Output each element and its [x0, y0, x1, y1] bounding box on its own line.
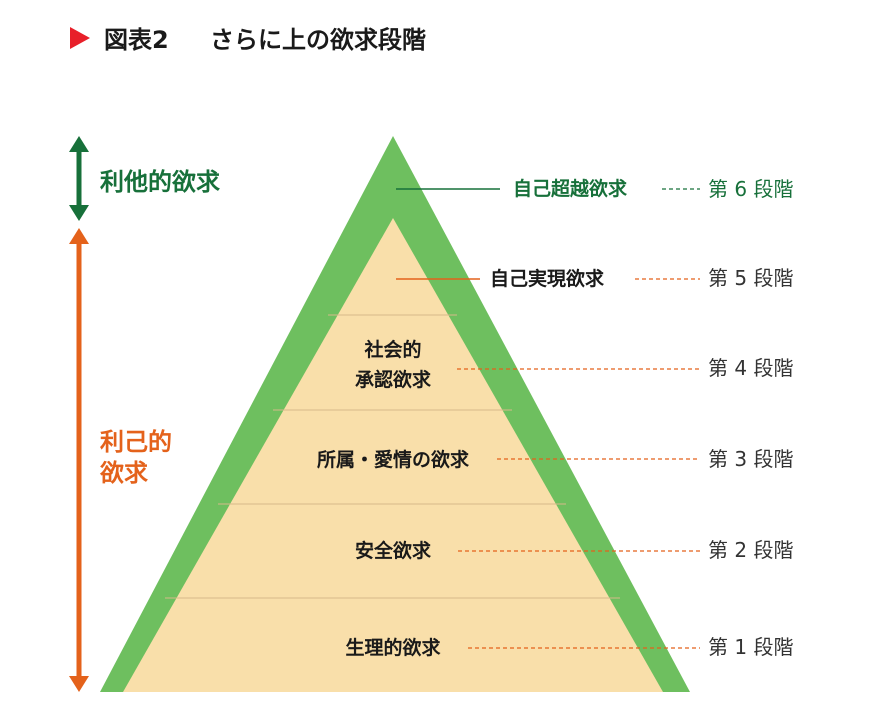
altruistic-arrow [69, 136, 89, 221]
level4-stage: 第 4 段階 [708, 356, 793, 380]
figure-title: さらに上の欲求段階 [210, 26, 426, 54]
level2-stage: 第 2 段階 [708, 538, 793, 562]
level2-name: 安全欲求 [355, 539, 432, 562]
level3-stage: 第 3 段階 [708, 447, 793, 471]
selfish-arrow [69, 228, 89, 692]
arrow-up-icon [69, 228, 89, 244]
level6-name: 自己超越欲求 [513, 177, 628, 200]
level1-stage: 第 1 段階 [708, 635, 793, 659]
pyramid-inner-beige [123, 218, 663, 692]
level4-name-line2: 承認欲求 [355, 368, 432, 391]
level5-name: 自己実現欲求 [490, 267, 605, 290]
level1-name: 生理的欲求 [345, 636, 441, 659]
level4-name-line1: 社会的 [363, 338, 421, 361]
selfish-label-line1: 利己的 [100, 428, 172, 456]
triangle-right-icon [70, 27, 90, 49]
level6-stage: 第 6 段階 [708, 177, 793, 201]
tier-dividers [165, 314, 620, 599]
level3-name: 所属・愛情の欲求 [317, 448, 470, 471]
arrow-down-icon [69, 205, 89, 221]
level5-stage: 第 5 段階 [708, 266, 793, 290]
arrow-up-icon [69, 136, 89, 152]
selfish-label-line2: 欲求 [99, 459, 148, 487]
figure-number: 図表2 [104, 26, 169, 54]
arrow-down-icon [69, 676, 89, 692]
altruistic-label: 利他的欲求 [100, 168, 220, 196]
